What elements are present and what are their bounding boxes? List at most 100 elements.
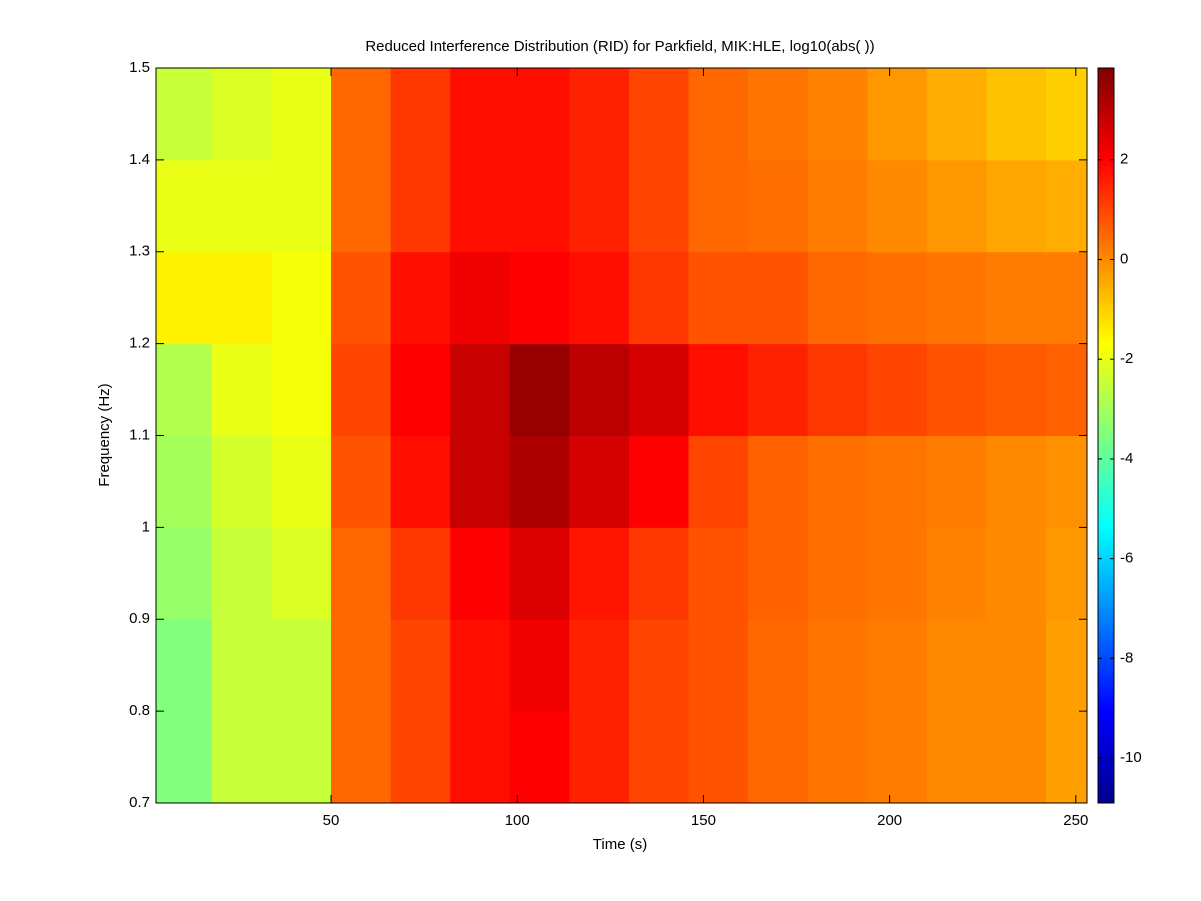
heat-cell [986, 159, 1047, 253]
heat-cell [628, 251, 690, 345]
heat-cell [331, 159, 392, 253]
heat-cell [926, 527, 987, 620]
x-tick-label: 100 [505, 812, 530, 829]
heat-cell [390, 527, 451, 620]
heat-cell [509, 435, 570, 528]
heat-cell [628, 435, 690, 528]
heat-cell [271, 527, 332, 620]
heat-cell [331, 68, 392, 161]
heat-cell [271, 159, 332, 253]
heat-cell [1046, 343, 1087, 436]
heat-cell [271, 68, 332, 161]
heat-cell [867, 68, 928, 161]
heat-cell [450, 159, 511, 253]
heat-cell [390, 159, 451, 253]
heat-cell [688, 711, 749, 803]
y-tick-label: 1.5 [129, 59, 150, 76]
heat-cell [926, 68, 987, 161]
heat-cell [628, 619, 690, 712]
heatmap [156, 68, 1087, 803]
heat-cell [156, 68, 213, 161]
heat-cell [628, 343, 690, 436]
heat-cell [807, 435, 868, 528]
heat-cell [748, 68, 809, 161]
heat-cell [1046, 251, 1087, 345]
heat-cell [509, 159, 570, 253]
heat-cell [1046, 435, 1087, 528]
x-tick-label: 250 [1063, 812, 1088, 829]
colorbar-tick-label: -4 [1120, 450, 1133, 467]
heat-cell [748, 527, 809, 620]
heat-cell [807, 619, 868, 712]
heat-cell [211, 711, 272, 803]
heat-cell [628, 68, 690, 161]
heat-cell [569, 251, 630, 345]
heat-cell [926, 251, 987, 345]
heat-cell [509, 527, 570, 620]
heat-cell [688, 251, 749, 345]
heat-cell [986, 711, 1047, 803]
heat-cell [156, 159, 213, 253]
heat-cell [390, 711, 451, 803]
heat-cell [926, 343, 987, 436]
chart-title: Reduced Interference Distribution (RID) … [365, 38, 874, 55]
heat-cell [867, 251, 928, 345]
heat-cell [450, 711, 511, 803]
y-axis-label: Frequency (Hz) [96, 383, 113, 486]
heat-cell [688, 619, 749, 712]
heat-cell [688, 68, 749, 161]
heat-cell [390, 619, 451, 712]
heat-cell [569, 527, 630, 620]
heat-cell [807, 527, 868, 620]
heat-cell [986, 343, 1047, 436]
heat-cell [748, 251, 809, 345]
y-tick-label: 1.3 [129, 243, 150, 260]
heat-cell [509, 68, 570, 161]
heat-cell [926, 619, 987, 712]
heat-cell [211, 527, 272, 620]
heat-cell [867, 343, 928, 436]
heat-cell [331, 435, 392, 528]
colorbar-tick-label: 2 [1120, 151, 1128, 168]
y-tick-label: 1 [142, 518, 150, 535]
heat-cell [450, 251, 511, 345]
heat-cell [867, 527, 928, 620]
heat-cell [986, 619, 1047, 712]
x-axis-label: Time (s) [593, 836, 647, 853]
heat-cell [156, 435, 213, 528]
heat-cell [926, 435, 987, 528]
heat-cell [867, 159, 928, 253]
heat-cell [450, 343, 511, 436]
heat-cell [331, 711, 392, 803]
heat-cell [331, 527, 392, 620]
heat-cell [271, 251, 332, 345]
heat-cell [1046, 159, 1087, 253]
heat-cell [688, 159, 749, 253]
heat-cell [926, 711, 987, 803]
x-tick-label: 50 [323, 812, 340, 829]
heat-cell [1046, 527, 1087, 620]
heat-cell [628, 527, 690, 620]
x-tick-label: 200 [877, 812, 902, 829]
heat-cell [211, 68, 272, 161]
colorbar-tick-label: -2 [1120, 350, 1133, 367]
y-tick-label: 1.2 [129, 335, 150, 352]
heat-cell [569, 68, 630, 161]
heat-cell [331, 251, 392, 345]
heat-cell [211, 343, 272, 436]
heat-cell [1046, 619, 1087, 712]
heat-cell [211, 159, 272, 253]
heat-cell [509, 619, 570, 712]
heat-cell [748, 711, 809, 803]
heat-cell [569, 619, 630, 712]
heat-cell [807, 159, 868, 253]
y-tick-label: 0.7 [129, 794, 150, 811]
heat-cell [748, 343, 809, 436]
y-tick-label: 1.1 [129, 426, 150, 443]
heat-cell [926, 159, 987, 253]
heat-cell [271, 711, 332, 803]
y-tick-label: 1.4 [129, 151, 150, 168]
x-tick-label: 150 [691, 812, 716, 829]
heat-cell [450, 527, 511, 620]
